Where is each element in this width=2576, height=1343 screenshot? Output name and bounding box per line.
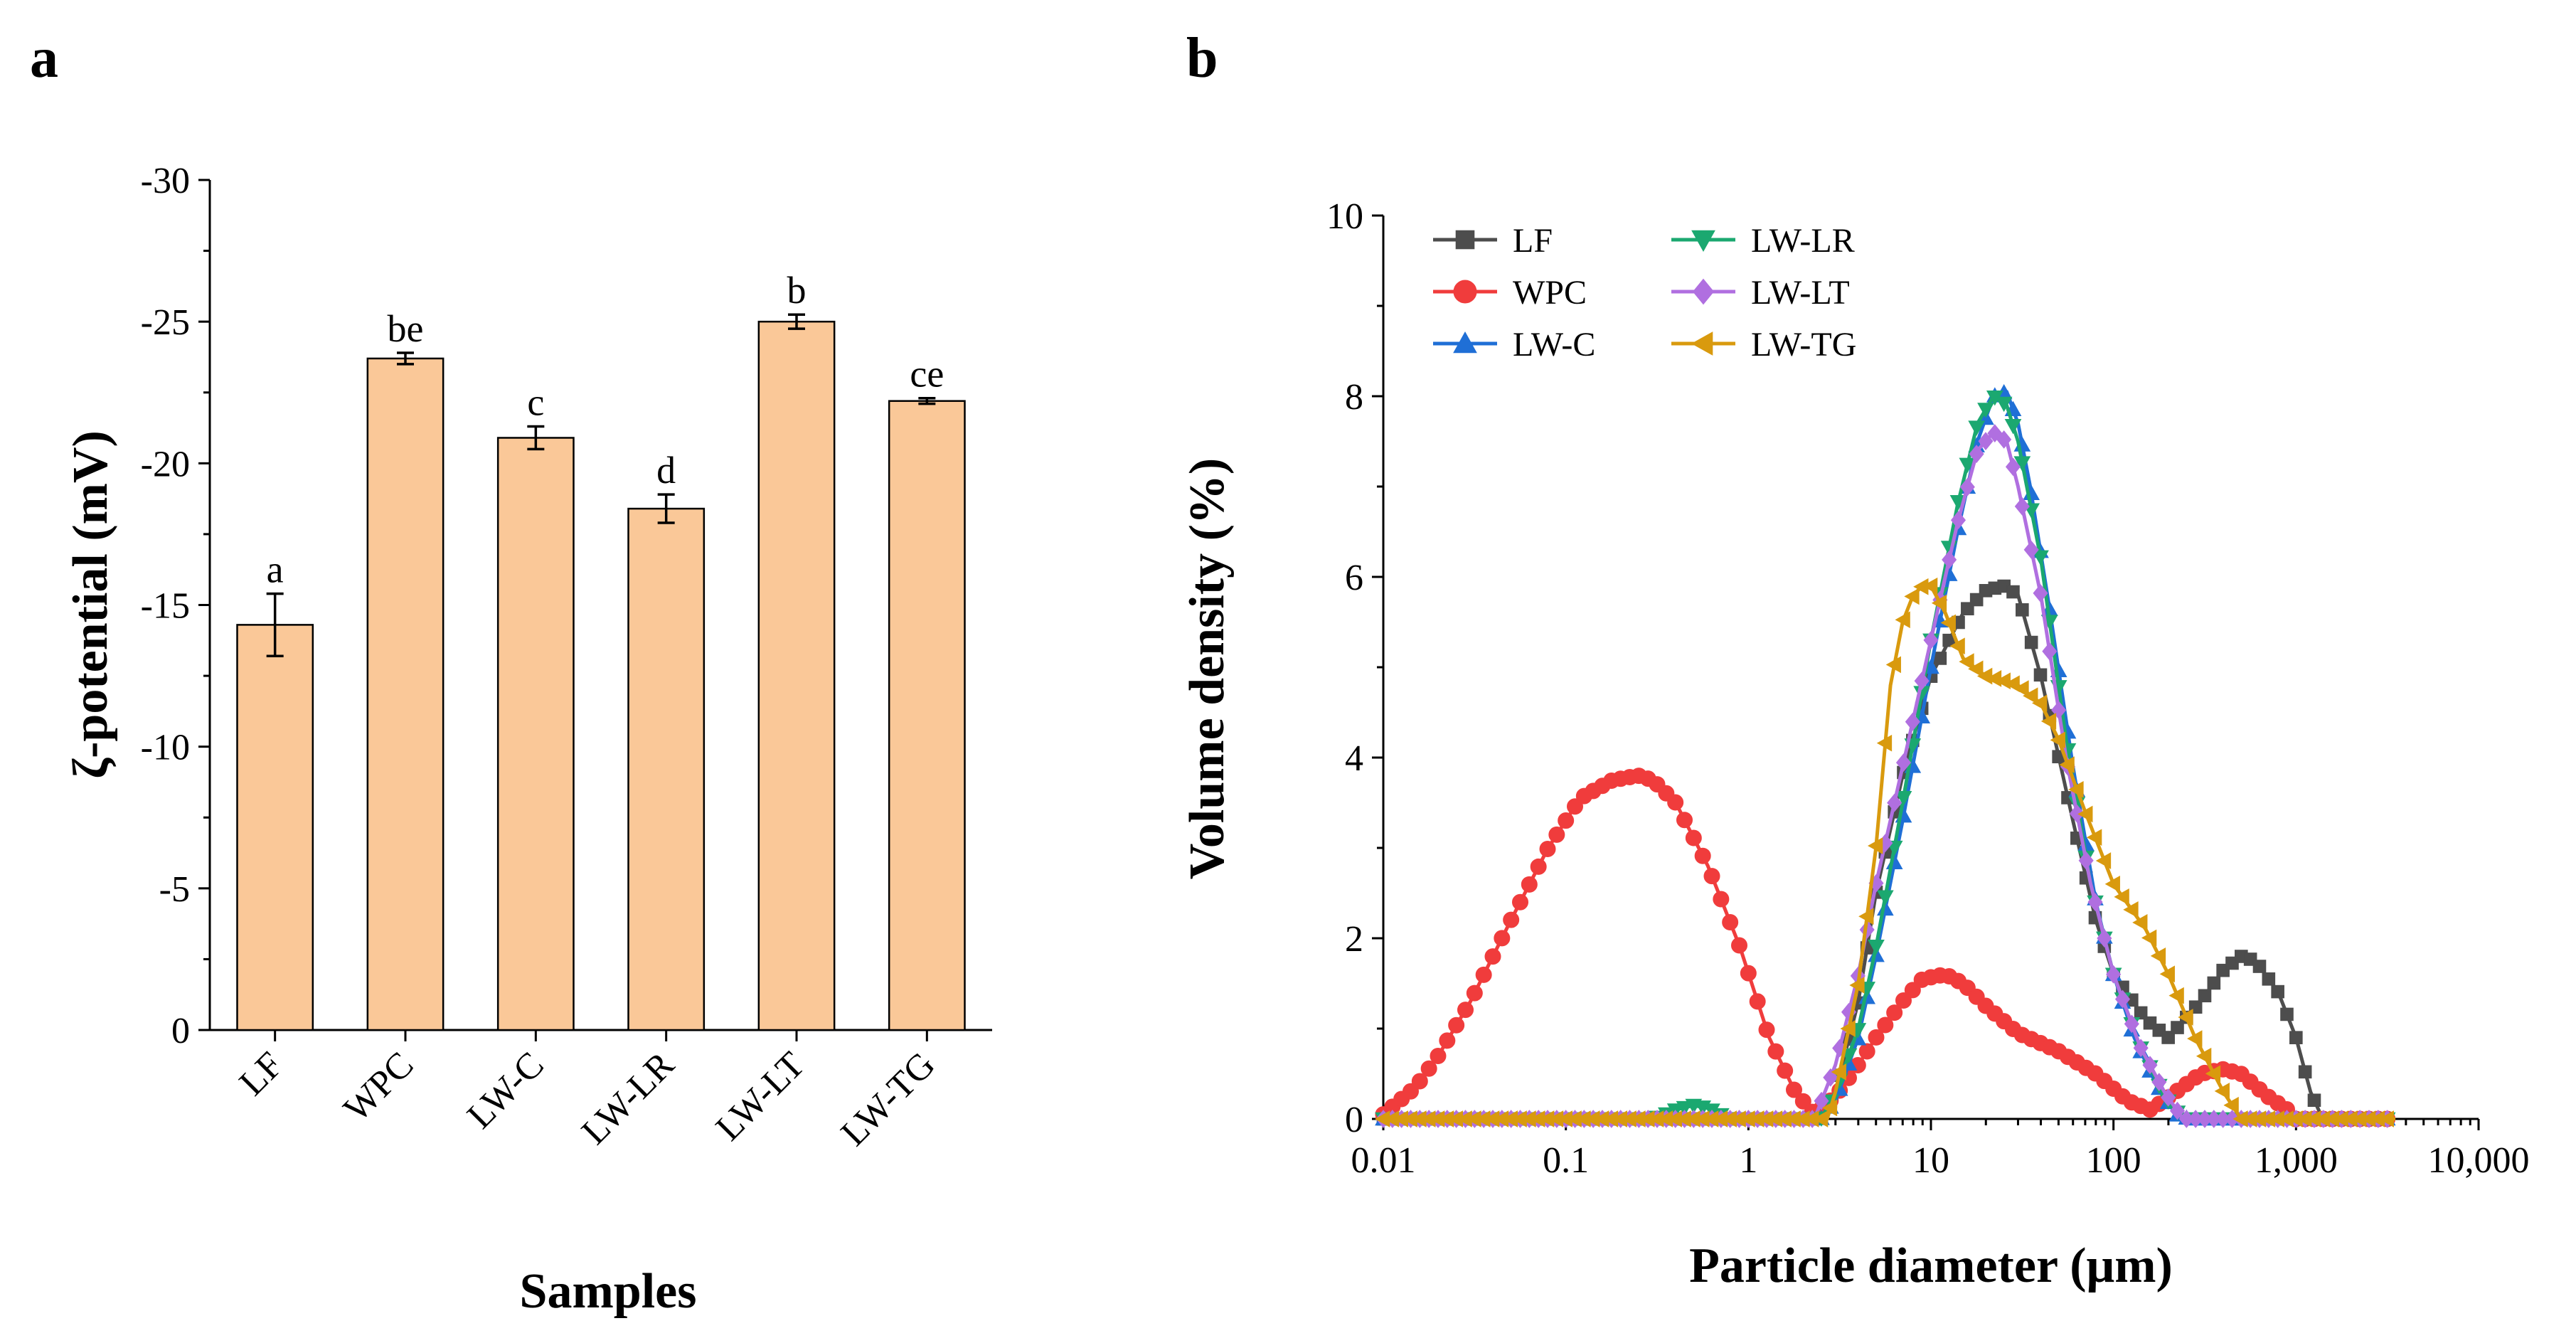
legend-label: LW-C [1513, 326, 1595, 363]
y-tick-label-a: -5 [159, 869, 190, 910]
error-bar [788, 313, 805, 330]
series-markers [1376, 579, 2394, 1126]
error-bar [527, 425, 545, 451]
significance-label: a [267, 548, 284, 591]
y-tick-label-b: 6 [1345, 558, 1363, 598]
x-tick-label-a: LW-TG [834, 1044, 943, 1154]
legend-label: LF [1513, 222, 1553, 260]
bar [757, 320, 836, 1031]
significance-label: c [527, 381, 544, 424]
x-axis-title-b: Particle diameter (μm) [1689, 1238, 2173, 1293]
error-bar [657, 493, 675, 524]
series-lw-tg [1374, 577, 2395, 1127]
y-tick-label-b: 2 [1345, 919, 1363, 960]
y-tick-label-b: 4 [1345, 738, 1363, 779]
bar [366, 357, 445, 1031]
legend-item-wpc: WPC [1433, 274, 1587, 312]
significance-label: be [388, 307, 424, 350]
error-bar [397, 351, 414, 366]
significance-label: d [656, 449, 676, 492]
y-tick-label-a: -10 [141, 728, 190, 768]
x-tick-label-b: 0.1 [1543, 1140, 1589, 1181]
x-tick-label-b: 10 [1912, 1140, 1949, 1181]
series-wpc [1375, 768, 2396, 1127]
y-axis-title-b: Volume density (%) [1180, 458, 1235, 879]
bar [888, 400, 966, 1031]
x-tick-label-b: 1 [1739, 1140, 1757, 1181]
x-tick-label-b: 0.01 [1351, 1140, 1416, 1181]
y-tick-label-a: -15 [141, 586, 190, 627]
bar [627, 507, 706, 1031]
legend-item-lw-lr: LW-LR [1671, 222, 1855, 260]
bar [236, 624, 314, 1031]
x-tick-label-a: LW-LR [574, 1044, 682, 1152]
y-tick-label-a: -25 [141, 302, 190, 343]
x-tick-label-a: LF [232, 1044, 291, 1103]
x-tick-label-a: LW-LT [708, 1044, 813, 1149]
error-bar [266, 592, 284, 657]
x-tick-label-a: LW-C [459, 1044, 551, 1136]
significance-label: b [787, 269, 807, 312]
series-lf [1376, 579, 2395, 1126]
y-tick-label-a: -20 [141, 444, 190, 484]
x-axis-title-a: Samples [520, 1264, 697, 1319]
legend-label: LW-TG [1751, 326, 1856, 363]
legend-item-lw-c: LW-C [1433, 326, 1595, 363]
x-tick-label-b: 10,000 [2428, 1140, 2530, 1181]
series-markers [1374, 577, 2394, 1127]
y-axis-title-a: ζ-potential (mV) [63, 430, 118, 779]
x-tick-label-a: WPC [336, 1044, 421, 1130]
significance-label: ce [910, 353, 944, 396]
legend-label: WPC [1513, 274, 1587, 312]
y-tick-label-b: 8 [1345, 377, 1363, 418]
x-tick-label-b: 100 [2086, 1140, 2141, 1181]
legend-item-lw-tg: LW-TG [1671, 326, 1856, 363]
legend-item-lw-lt: LW-LT [1671, 274, 1850, 312]
y-tick-label-a: 0 [171, 1011, 190, 1051]
y-tick-label-b: 0 [1345, 1100, 1363, 1140]
bar [496, 437, 575, 1031]
legend-label: LW-LT [1751, 274, 1850, 312]
legend-item-lf: LF [1433, 222, 1553, 260]
y-tick-label-a: -30 [141, 161, 190, 201]
legend: LF WPC LW-C LW-LR LW-LT LW-TG [1433, 222, 1856, 363]
particle-size-distribution-chart: 0 2 4 6 8 10 0.01 0.1 1 10 100 1,000 10,000 LF WPC LW… [1180, 196, 2530, 1293]
x-tick-label-b: 1,000 [2255, 1140, 2338, 1181]
series-markers [1375, 768, 2396, 1127]
legend-label: LW-LR [1751, 222, 1855, 260]
error-bar [918, 396, 936, 405]
y-tick-label-b: 10 [1326, 196, 1363, 237]
panel-letter-a: a [30, 27, 58, 90]
panel-letter-b: b [1186, 27, 1218, 90]
